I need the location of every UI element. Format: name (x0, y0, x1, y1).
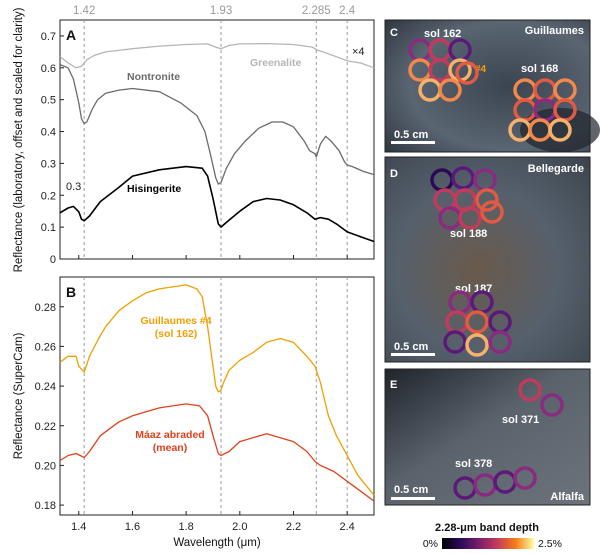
x-axis-label: Wavelength (μm) (173, 537, 261, 549)
reference-line-label: 1.93 (210, 5, 232, 17)
colorbar-title: 2.28-μm band depth (435, 522, 539, 534)
panel-a-y-tick-label: 0.4 (41, 127, 56, 139)
panel-b-x-tick-label: 1.6 (125, 521, 140, 533)
panel-b-x-tick-label: 1.8 (178, 521, 193, 533)
panel-b-x-tick-label: 2.2 (286, 521, 301, 533)
panel-b-x-tick-label: 2.4 (340, 521, 355, 533)
panel-a-y-tick-label: 0 (50, 254, 56, 266)
image-d-letter: D (390, 168, 398, 180)
image-e-letter: E (390, 379, 397, 391)
spot-circle (443, 330, 467, 354)
series-line-hisingerite (59, 165, 375, 243)
spot-circle (540, 393, 564, 417)
image-c: C Guillaumes sol 162 sol 168 #4 0.5 cm (384, 19, 600, 153)
colorbar: 2.28-μm band depth 0% 2.5% (423, 522, 562, 550)
image-d: D Bellegarde sol 188 sol 187 0.5 cm (384, 156, 591, 363)
reference-line-label: 2.4 (339, 5, 356, 17)
panel-b-x-tick-label: 2.0 (232, 521, 247, 533)
spot-circle (518, 378, 542, 402)
image-e-site: Alfalfa (550, 491, 585, 503)
panel-a-frame (59, 19, 375, 260)
panel-b-y-tick-label: 0.18 (35, 500, 56, 512)
image-c-sol-162: sol 162 (424, 28, 461, 40)
panel-b-y-tick-label: 0.24 (35, 381, 56, 393)
image-c-sol-168: sol 168 (521, 63, 558, 75)
series-line-nontronite (59, 63, 375, 185)
image-d-scale-label: 0.5 cm (394, 341, 428, 353)
image-d-photo (384, 156, 591, 363)
image-c-scale-label: 0.5 cm (394, 129, 428, 141)
maaz-mean-label: (mean) (153, 442, 187, 454)
spot-circle (465, 310, 489, 334)
series-line-maaz (59, 403, 375, 502)
panel-a-y-tick-label: 0.3 (41, 158, 56, 170)
panel-b-y-axis-label: Reflectance (SuperCam) (13, 333, 25, 460)
spot-circle (458, 206, 482, 230)
spot-circle (475, 188, 499, 212)
image-c-target-4: #4 (475, 64, 487, 75)
spot-circle (455, 61, 479, 85)
image-c-scale-bar (391, 141, 435, 144)
greenalite-label: Greenalite (250, 57, 302, 69)
panel-a-y-tick-label: 0.5 (41, 95, 56, 107)
panel-a-y-tick-label: 0.1 (41, 222, 56, 234)
image-e: E Alfalfa sol 371 sol 378 0.5 cm (384, 368, 591, 506)
panel-b-y-tick-label: 0.26 (35, 341, 56, 353)
image-c-site: Guillaumes (525, 25, 584, 37)
panel-a-y-axis-label: Reflectance (laboratory, offset and scal… (13, 7, 25, 272)
panel-b-y-tick-label: 0.22 (35, 421, 56, 433)
guillaumes-sol-label: (sol 162) (155, 328, 198, 340)
reference-line-label: 1.42 (73, 5, 95, 17)
image-e-scale-bar (391, 497, 435, 500)
colorbar-gradient (442, 538, 534, 549)
spot-circle (513, 466, 537, 490)
image-e-sol-371: sol 371 (502, 414, 539, 426)
panel-b-letter: B (66, 284, 76, 300)
series-line-guillaumes (59, 284, 375, 496)
spot-circle (480, 200, 504, 224)
guillaumes-label: Guillaumes #4 (140, 315, 211, 327)
image-d-site: Bellegarde (528, 163, 584, 175)
spot-circle (438, 78, 462, 102)
panel-b-y-tick-label: 0.20 (35, 460, 56, 472)
panel-b-x-tick-label: 1.4 (71, 521, 86, 533)
colorbar-min-label: 0% (423, 538, 438, 550)
spot-circle (465, 333, 489, 357)
panel-a: A 1.42 1.93 2.285 2.4 0 0.1 0.2 0.3 0.4 0.5 0.6 0.… (13, 5, 375, 272)
colorbar-max-label: 2.5% (538, 538, 562, 550)
panel-b-frame (59, 276, 375, 516)
panel-b: B 0.18 0.20 0.22 0.24 0.26 0.28 1.4 1.6 1.8 2.0 2… (13, 255, 375, 549)
panel-a-letter: A (66, 27, 76, 43)
image-e-sol-378: sol 378 (455, 458, 492, 470)
reference-line-label: 2.285 (302, 5, 331, 17)
nontronite-label: Nontronite (127, 71, 180, 83)
image-d-scale-bar (391, 353, 435, 356)
panel-b-y-tick-label: 0.28 (35, 302, 56, 314)
image-d-sol-188: sol 188 (450, 228, 487, 240)
image-c-letter: C (390, 27, 398, 39)
offset-annotation: 0.3 (66, 181, 81, 193)
maaz-label: Máaz abraded (135, 429, 204, 441)
panel-a-y-tick-label: 0.7 (41, 31, 56, 43)
spot-circle (488, 330, 512, 354)
hisingerite-label: Hisingerite (127, 183, 181, 195)
spot-circle (548, 118, 572, 142)
series-line-greenalite (59, 42, 375, 69)
panel-a-y-tick-label: 0.2 (41, 190, 56, 202)
panel-a-y-tick-label: 0.6 (41, 63, 56, 75)
spot-circle (451, 166, 475, 190)
scale-factor-annotation: ×4 (352, 46, 365, 58)
image-e-scale-label: 0.5 cm (394, 484, 428, 496)
image-e-photo (384, 368, 591, 506)
